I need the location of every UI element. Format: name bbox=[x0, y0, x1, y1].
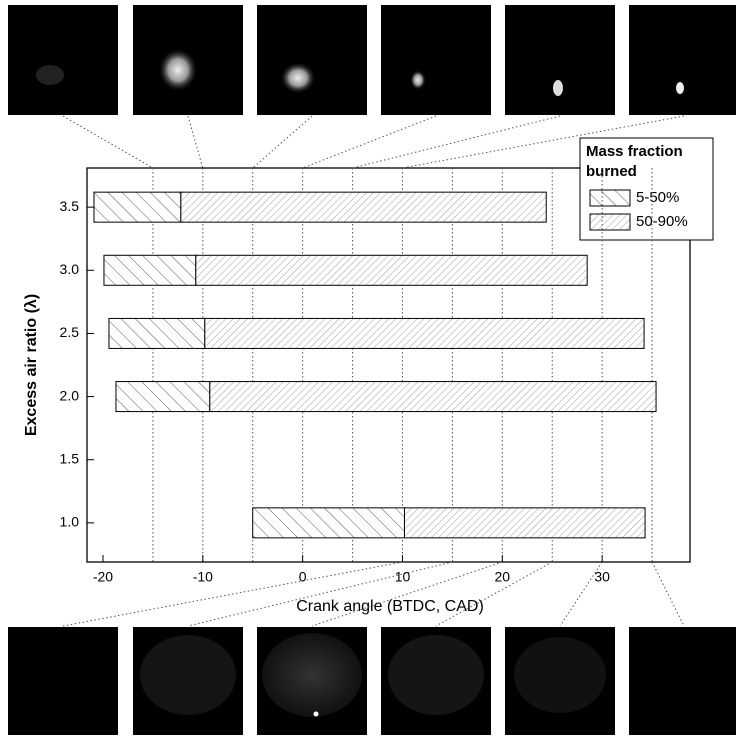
x-tick-label: -20 bbox=[93, 569, 113, 585]
frame-connector bbox=[62, 115, 154, 169]
plot-frame bbox=[86, 167, 691, 563]
x-axis-label: Crank angle (BTDC, CAD) bbox=[296, 598, 484, 615]
y-tick-label: 1.5 bbox=[60, 450, 80, 466]
flame-images bbox=[8, 5, 736, 735]
frame-connector bbox=[187, 561, 453, 627]
y-tick-label: 2.5 bbox=[60, 324, 80, 340]
frame-connector bbox=[559, 561, 603, 627]
y-tick-label: 3.5 bbox=[60, 198, 80, 214]
legend: Mass fraction burned 5-50% 50-90% bbox=[579, 137, 714, 241]
legend-label: 50-90% bbox=[636, 213, 688, 230]
y-tick-label: 3.0 bbox=[60, 261, 80, 277]
frame-connector bbox=[62, 561, 403, 627]
bar-segment bbox=[209, 381, 657, 413]
legend-label: 5-50% bbox=[636, 189, 679, 206]
bar-segment bbox=[93, 191, 182, 223]
x-tick-label: -10 bbox=[193, 569, 213, 585]
frame-connector bbox=[302, 115, 437, 169]
bar-segment bbox=[252, 507, 405, 539]
y-tick-label: 2.0 bbox=[60, 387, 80, 403]
frame-connector bbox=[311, 561, 503, 627]
bar-segment bbox=[195, 254, 588, 286]
legend-title-box: Mass fraction burned bbox=[586, 143, 683, 180]
legend-swatch bbox=[589, 213, 631, 231]
frame-connector bbox=[252, 115, 313, 169]
x-tick-label: 30 bbox=[594, 569, 610, 585]
bar-segment bbox=[180, 191, 547, 223]
frame-connector bbox=[352, 115, 561, 169]
y-tick-label: 1.0 bbox=[60, 514, 80, 530]
frame-connector bbox=[651, 561, 685, 627]
x-tick-label: 20 bbox=[495, 569, 511, 585]
y-axis-label: Excess air ratio (λ) bbox=[23, 294, 40, 436]
bar-segment bbox=[103, 254, 197, 286]
legend-title: Mass fraction burned bbox=[586, 143, 683, 180]
x-tick-label: 0 bbox=[299, 569, 307, 585]
frame-connector bbox=[187, 115, 204, 169]
bar-segment bbox=[115, 381, 211, 413]
bar-segment bbox=[403, 507, 646, 539]
x-tick-label: 10 bbox=[395, 569, 411, 585]
bar-segment bbox=[108, 317, 206, 349]
legend-swatch bbox=[589, 189, 631, 207]
bar-segment bbox=[204, 317, 645, 349]
